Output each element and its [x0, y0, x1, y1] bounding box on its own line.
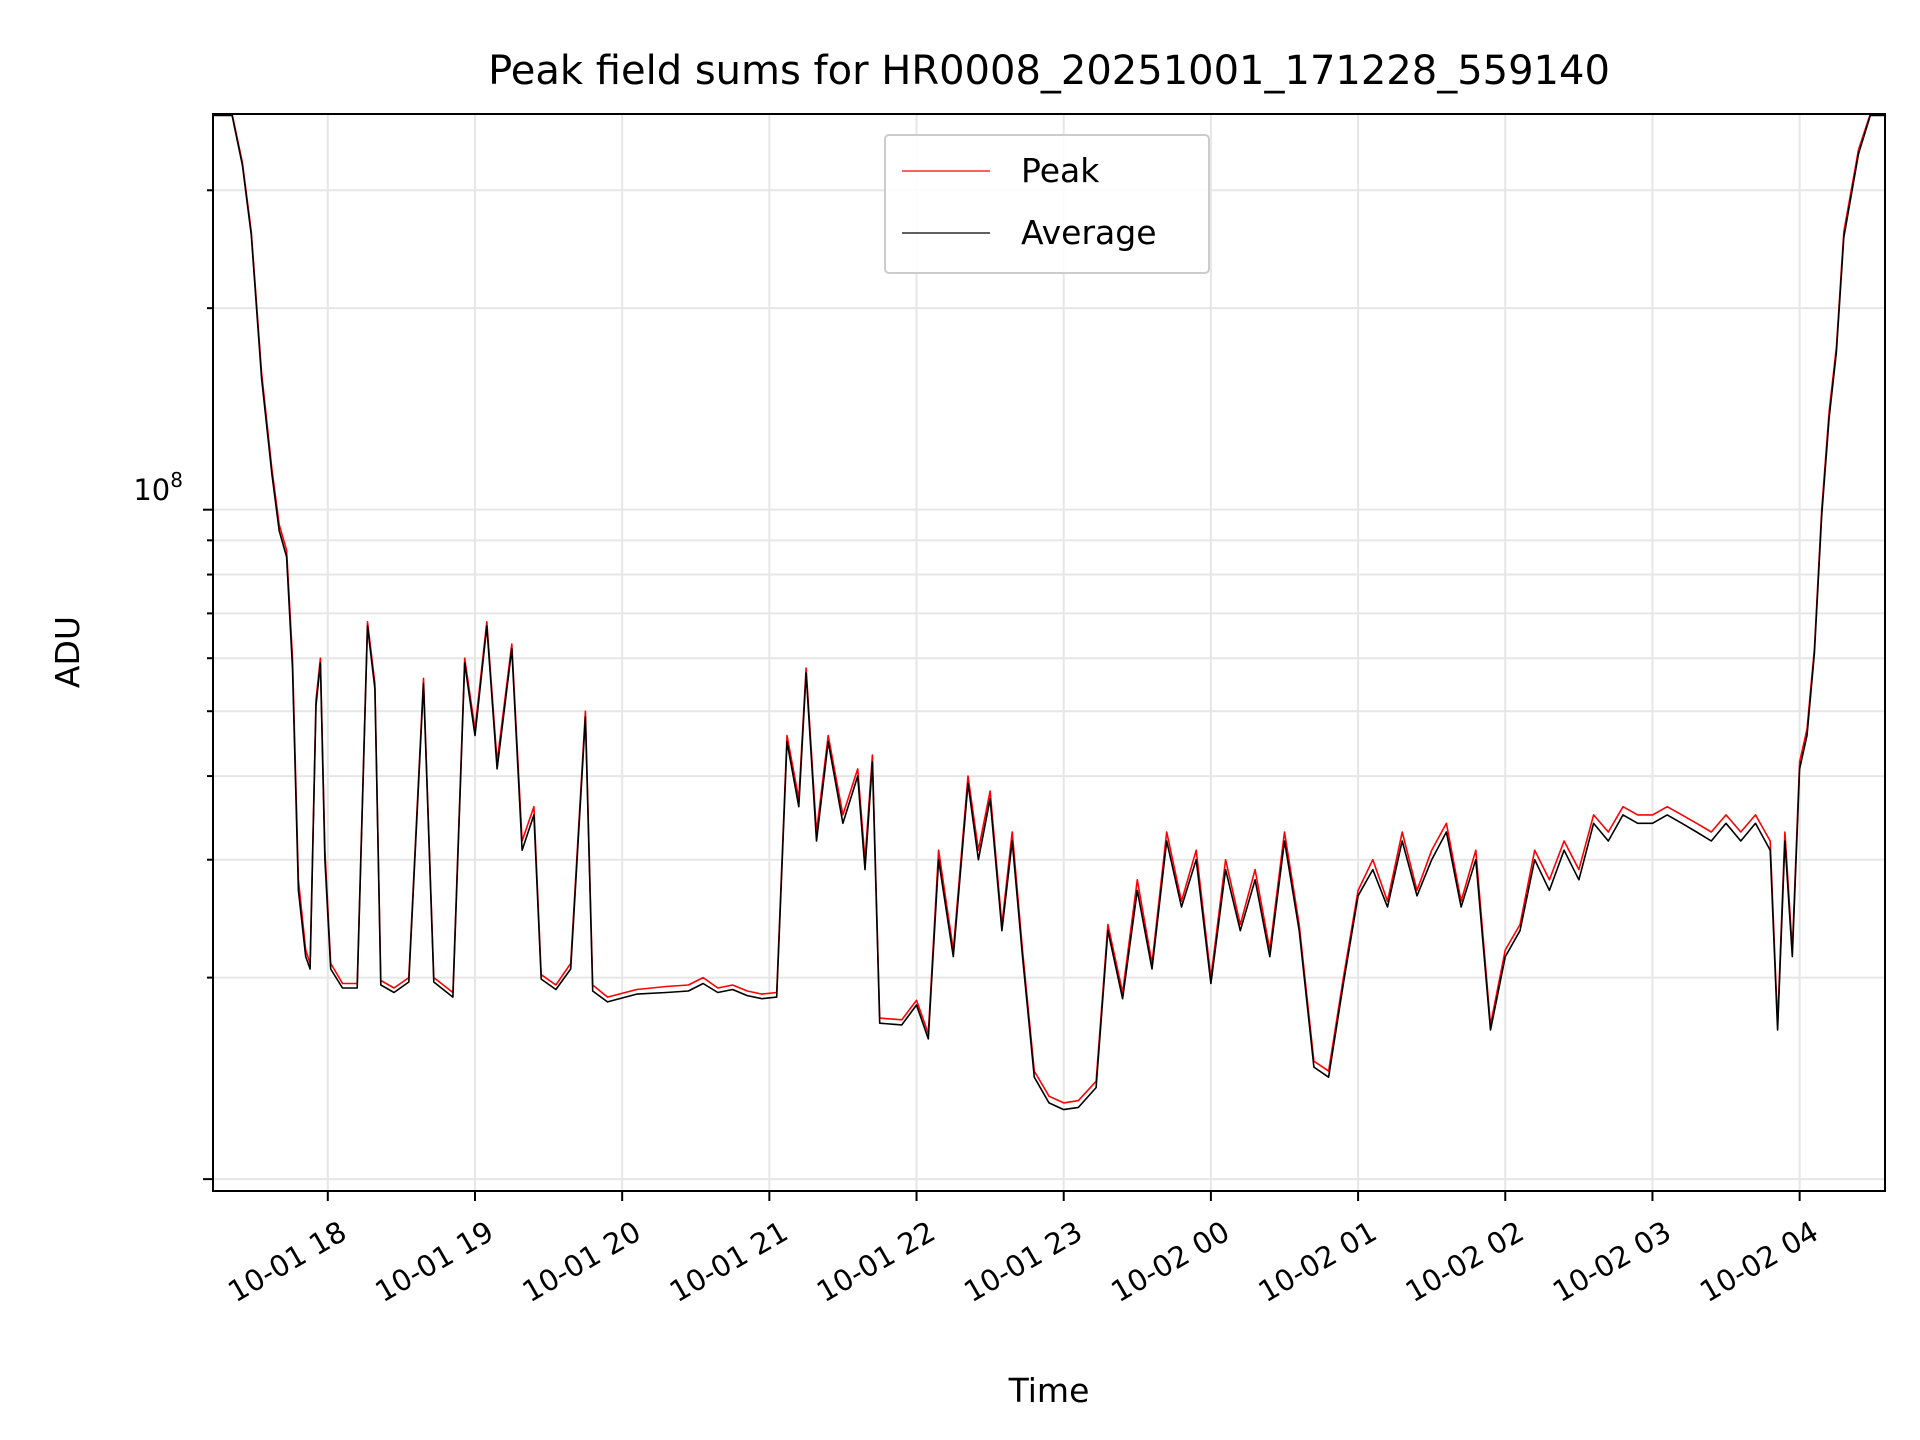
series-group: [213, 113, 1885, 1111]
chart-title: Peak field sums for HR0008_20251001_1712…: [488, 48, 1610, 94]
legend-label-average: Average: [1021, 213, 1157, 252]
y-axis: 108: [133, 189, 213, 1181]
series-line-average: [213, 114, 1885, 1111]
x-axis-title: Time: [1008, 1371, 1090, 1410]
y-tick-base: 10: [133, 473, 170, 507]
y-tick-exponent: 8: [170, 468, 183, 492]
y-axis-title: ADU: [48, 616, 87, 688]
legend-label-peak: Peak: [1021, 151, 1100, 190]
grid: [213, 114, 1885, 1191]
y-tick-label-1e8: 108: [133, 468, 183, 507]
legend-box: [884, 134, 1210, 274]
plot-frame: [212, 113, 1886, 1192]
legend: Peak Average: [884, 134, 1210, 274]
